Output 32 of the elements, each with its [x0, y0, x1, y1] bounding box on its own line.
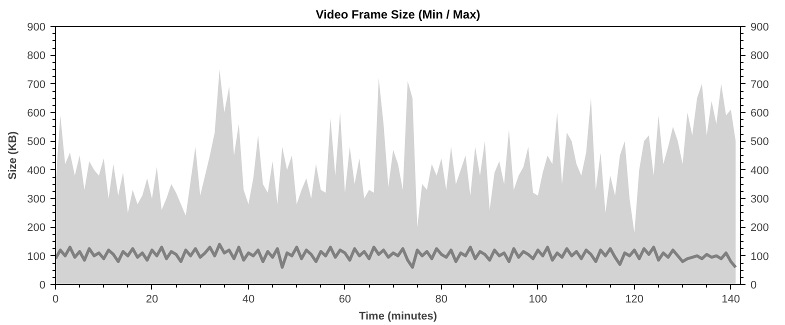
x-axis-title: Time (minutes) — [358, 310, 438, 322]
y2-tick-label: 100 — [750, 250, 769, 263]
y-tick-label: 600 — [27, 108, 46, 120]
y-tick-label: 700 — [27, 78, 46, 91]
x-tick-label: 0 — [52, 294, 59, 306]
x-tick-label: 100 — [528, 294, 548, 306]
line-series — [56, 242, 738, 269]
y-tick-label: 300 — [27, 194, 46, 206]
x-tick-label: 80 — [435, 294, 448, 306]
y2-tick-label: 400 — [750, 164, 769, 177]
y2-tick-label: 0 — [750, 280, 757, 292]
y-tick-label: 400 — [27, 164, 46, 177]
x-tick-label: 20 — [146, 294, 158, 306]
y-tick-label: 100 — [27, 250, 46, 263]
y2-tick-label: 700 — [750, 78, 769, 91]
x-tick-label: 120 — [625, 294, 644, 306]
y-tick-label: 0 — [39, 280, 46, 292]
y-tick-label: 500 — [27, 136, 46, 148]
y2-tick-label: 900 — [750, 22, 769, 34]
y2-tick-label: 200 — [750, 222, 769, 234]
x-tick-label: 140 — [722, 294, 740, 306]
y-tick-label: 900 — [27, 22, 46, 34]
y2-tick-label: 300 — [750, 194, 769, 206]
x-tick-label: 40 — [242, 294, 255, 306]
x-tick-label: 60 — [338, 294, 352, 306]
chart-title: Video Frame Size (Min / Max) — [316, 8, 480, 22]
y-tick-label: 200 — [27, 222, 46, 234]
y2-tick-label: 500 — [750, 136, 769, 148]
y-tick-label: 800 — [27, 50, 46, 62]
y2-tick-label: 800 — [750, 50, 769, 62]
y-axis-title: Size (KB) — [7, 131, 20, 180]
y2-tick-label: 600 — [750, 108, 769, 120]
